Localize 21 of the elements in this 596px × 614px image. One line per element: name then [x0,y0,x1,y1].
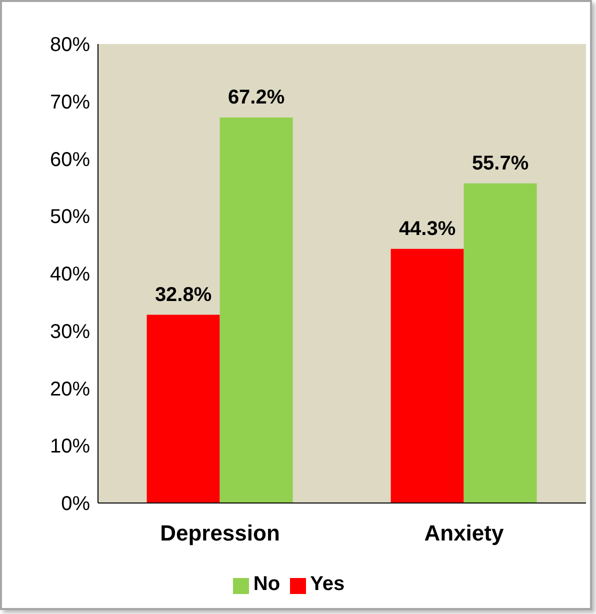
y-tick-label: 80% [50,34,90,56]
data-label: 55.7% [472,152,529,174]
y-tick-label: 50% [50,206,90,228]
y-tick-label: 30% [50,320,90,343]
y-tick-label: 60% [50,148,90,171]
bar [464,183,537,503]
y-tick-label: 70% [50,91,90,114]
legend-label: No [253,573,280,595]
y-tick-label: 10% [50,436,90,458]
bar [146,314,220,503]
y-tick-label: 0% [61,493,90,516]
bar [390,248,464,503]
data-label: 67.2% [228,86,285,108]
data-label: 32.8% [154,284,212,306]
legend-label: Yes [310,573,345,595]
x-tick-label: Anxiety [424,520,504,546]
y-tick-label: 20% [50,378,90,400]
data-label: 44.3% [398,218,456,240]
y-tick-label: 40% [50,264,90,286]
x-tick-label: Depression [160,520,280,546]
bar [220,117,293,503]
